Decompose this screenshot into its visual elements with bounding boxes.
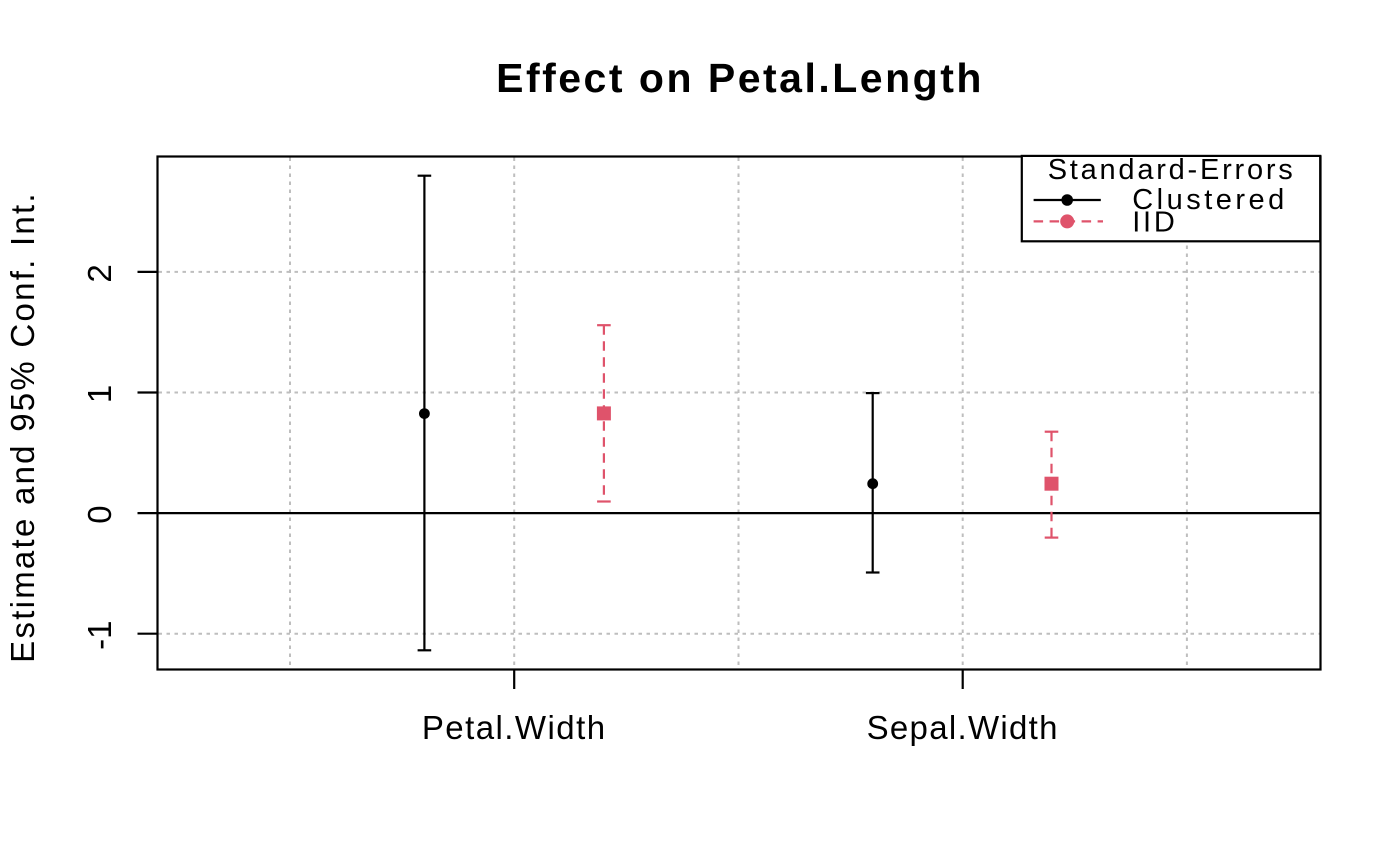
svg-text:Standard-Errors: Standard-Errors: [1048, 154, 1296, 186]
svg-text:IID: IID: [1132, 207, 1177, 239]
svg-text:Petal.Width: Petal.Width: [422, 709, 607, 746]
svg-text:2: 2: [81, 264, 118, 282]
svg-text:-1: -1: [81, 621, 118, 650]
svg-text:Estimate and 95% Conf. Int.: Estimate and 95% Conf. Int.: [4, 191, 41, 663]
svg-text:Sepal.Width: Sepal.Width: [867, 709, 1059, 746]
svg-text:1: 1: [81, 385, 118, 403]
svg-text:Clustered: Clustered: [1132, 184, 1288, 216]
svg-text:0: 0: [81, 505, 118, 523]
svg-text:Effect on Petal.Length: Effect on Petal.Length: [496, 55, 984, 101]
